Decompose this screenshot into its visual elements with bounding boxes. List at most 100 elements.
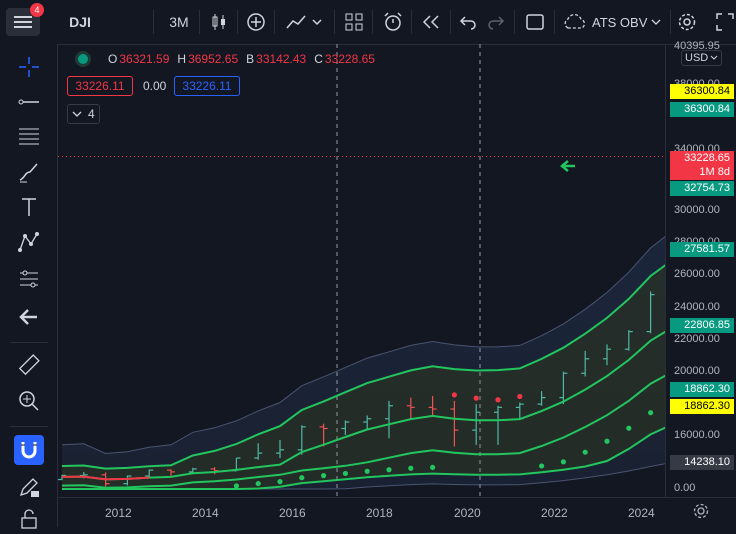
currency-selector[interactable]: USD bbox=[681, 50, 723, 66]
symbol-search[interactable]: DJI bbox=[69, 14, 91, 30]
gear-icon bbox=[678, 13, 696, 31]
buy-button[interactable]: 33226.11 bbox=[174, 76, 240, 96]
price-label-lower-yellow: 18862.30 bbox=[670, 399, 734, 414]
high-value: 36952.65 bbox=[188, 52, 239, 66]
time-tick: 2016 bbox=[279, 506, 306, 520]
interval-button[interactable]: 3M bbox=[169, 14, 189, 30]
indicator-template-button[interactable]: ATS OBV bbox=[562, 8, 666, 36]
menu-button[interactable]: 4 bbox=[6, 3, 44, 36]
price-tick: 20000.00 bbox=[674, 365, 720, 377]
trend-line-tool[interactable] bbox=[14, 87, 44, 117]
alert-button[interactable] bbox=[380, 8, 406, 36]
signal-dot bbox=[386, 467, 392, 473]
indicator-name: ATS OBV bbox=[592, 14, 648, 30]
fib-lines-icon bbox=[19, 128, 39, 145]
text-tool[interactable] bbox=[14, 192, 44, 222]
gear-icon[interactable] bbox=[692, 502, 710, 520]
indicators-button[interactable] bbox=[282, 8, 328, 36]
chevron-down-icon bbox=[710, 55, 718, 60]
price-label-line2: 27581.57 bbox=[670, 242, 734, 257]
price-label-lower-band: 18862.30 bbox=[670, 382, 734, 397]
signal-dot bbox=[495, 397, 501, 403]
signal-dot bbox=[582, 449, 588, 455]
notification-badge: 4 bbox=[30, 3, 44, 17]
signal-dot bbox=[364, 468, 370, 474]
time-tick: 2014 bbox=[192, 506, 219, 520]
collapse-indicators-button[interactable]: 4 bbox=[67, 104, 100, 124]
last-price-label: 33228.65 bbox=[670, 151, 734, 166]
settings-button[interactable] bbox=[675, 8, 699, 36]
signal-red-segment bbox=[61, 475, 150, 481]
ruler-tool[interactable] bbox=[14, 350, 44, 380]
visibility-dot-icon[interactable] bbox=[78, 54, 88, 64]
pattern-icon bbox=[18, 232, 39, 252]
brush-icon bbox=[19, 163, 38, 183]
signal-dot bbox=[233, 483, 239, 489]
price-tick: 24000.00 bbox=[674, 301, 720, 313]
chevron-down-icon bbox=[72, 111, 82, 117]
fullscreen-rect-button[interactable] bbox=[522, 8, 548, 36]
close-value: 33228.65 bbox=[324, 52, 375, 66]
signal-dot bbox=[342, 470, 348, 477]
lock-tool[interactable] bbox=[14, 504, 44, 534]
zoom-in-icon bbox=[19, 391, 39, 411]
pattern-tool[interactable] bbox=[14, 227, 44, 257]
price-label-upper-yellow: 36300.84 bbox=[670, 84, 734, 99]
fullscreen-button[interactable] bbox=[714, 8, 736, 36]
cloud-icon bbox=[564, 14, 586, 29]
text-t-icon bbox=[22, 198, 36, 216]
price-label-upper-band: 36300.84 bbox=[670, 102, 734, 117]
lock-drawings-tool[interactable] bbox=[14, 472, 44, 502]
inner-band-fill bbox=[62, 265, 665, 489]
line1 bbox=[61, 330, 665, 481]
signal-dot bbox=[255, 480, 261, 487]
magnet-tool[interactable] bbox=[14, 435, 44, 465]
grid-icon bbox=[345, 13, 363, 31]
prediction-tool[interactable] bbox=[14, 264, 44, 294]
undo-icon bbox=[459, 16, 476, 30]
low-label: B bbox=[246, 52, 255, 66]
open-value: 36321.59 bbox=[119, 52, 170, 66]
redo-button[interactable] bbox=[484, 8, 508, 36]
low-value: 33142.43 bbox=[256, 52, 307, 66]
price-label-outer-lower: 14238.10 bbox=[670, 455, 734, 470]
undo-button[interactable] bbox=[456, 8, 480, 36]
high-label: H bbox=[177, 52, 187, 66]
signal-dot bbox=[473, 395, 479, 401]
brush-tool[interactable] bbox=[14, 157, 44, 187]
signal-dot bbox=[604, 438, 610, 444]
upper-band-line bbox=[61, 264, 665, 470]
magnet-icon bbox=[21, 442, 37, 459]
sell-button[interactable]: 33226.11 bbox=[67, 76, 133, 96]
back-arrow-tool[interactable] bbox=[14, 302, 44, 332]
close-label: C bbox=[314, 52, 323, 66]
signal-dot bbox=[430, 464, 436, 470]
compare-button[interactable] bbox=[243, 8, 269, 36]
replay-button[interactable] bbox=[418, 8, 444, 36]
candles-icon bbox=[212, 14, 225, 30]
price-tick: 22000.00 bbox=[674, 333, 720, 345]
chart-type-button[interactable] bbox=[206, 8, 232, 36]
open-label: O bbox=[108, 52, 118, 66]
price-tick: 0.00 bbox=[674, 482, 696, 494]
signal-dot bbox=[408, 465, 414, 471]
indicator-count: 4 bbox=[88, 107, 95, 121]
zoom-tool[interactable] bbox=[14, 386, 44, 416]
layout-button[interactable] bbox=[342, 8, 366, 36]
time-axis[interactable] bbox=[58, 497, 736, 528]
measure-lines-icon bbox=[20, 270, 38, 288]
price-chart[interactable] bbox=[58, 44, 665, 497]
top-toolbar: 4 DJI 3M ATS OBV bbox=[0, 0, 736, 45]
price-tick: 26000.00 bbox=[674, 268, 720, 280]
chevron-down-icon bbox=[651, 19, 661, 25]
expand-icon bbox=[716, 13, 734, 31]
countdown-label: 1M 8d bbox=[670, 165, 734, 180]
crosshair-tool[interactable] bbox=[14, 52, 44, 82]
alarm-clock-icon bbox=[384, 12, 402, 31]
price-axis[interactable] bbox=[665, 44, 736, 497]
fib-tool[interactable] bbox=[14, 121, 44, 151]
currency-label: USD bbox=[685, 52, 709, 64]
signal-dot bbox=[539, 463, 545, 469]
time-tick: 2022 bbox=[541, 506, 568, 520]
rewind-icon bbox=[422, 15, 439, 29]
